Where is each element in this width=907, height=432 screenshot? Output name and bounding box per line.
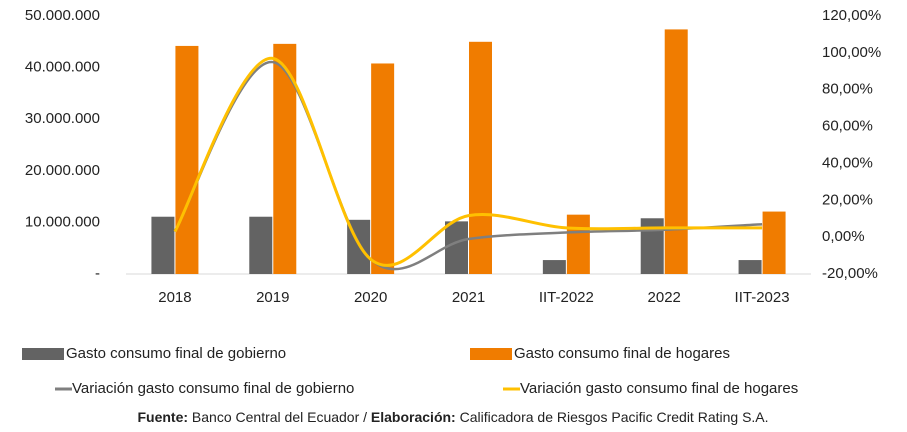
bar [151,216,175,274]
x-tick-label: 2018 [158,289,191,306]
bar [175,45,199,274]
bar [738,260,762,274]
x-tick-label: 2020 [354,289,387,306]
bar [445,221,468,274]
x-tick-label: 2022 [648,289,681,306]
y2-tick-label: 100,00% [822,44,881,61]
source-text: Banco Central del Ecuador / [188,409,371,425]
y-tick-label: - [95,265,100,282]
y-tick-label: 10.000.000 [25,213,100,230]
y2-tick-label: 40,00% [822,154,873,171]
y-tick-label: 50.000.000 [25,7,100,24]
x-tick-label: 2019 [256,289,289,306]
source-text: Calificadora de Riesgos Pacific Credit R… [456,409,769,425]
legend-label: Variación gasto consumo final de gobiern… [72,380,354,397]
legend-label: Variación gasto consumo final de hogares [520,380,798,397]
x-tick-label: 2021 [452,289,485,306]
bar [566,214,590,274]
bar [249,216,273,274]
bar [542,260,566,274]
bar [640,218,664,274]
bar [762,211,786,274]
y2-tick-label: 120,00% [822,7,881,24]
y2-tick-label: 80,00% [822,81,873,98]
bar [371,63,395,274]
y-tick-label: 20.000.000 [25,162,100,179]
y2-tick-label: 60,00% [822,118,873,135]
y2-tick-label: 20,00% [822,191,873,208]
x-tick-label: IIT-2022 [539,289,594,306]
legend-label: Gasto consumo final de hogares [514,345,730,362]
line [173,56,763,267]
y-tick-label: 40.000.000 [25,59,100,76]
bar [664,29,688,274]
source: Fuente: Banco Central del Ecuador / Elab… [137,409,768,425]
source-label: Elaboración: [371,409,456,425]
legend-swatch [470,348,512,360]
y2-tick-label: -20,00% [822,265,878,282]
legend-swatch [22,348,64,360]
bar [273,43,297,274]
legend-label: Gasto consumo final de gobierno [66,345,286,362]
y2-tick-label: 0,00% [822,228,865,245]
x-tick-label: IIT-2023 [735,289,790,306]
line [173,60,763,271]
source-label: Fuente: [137,409,188,425]
y-tick-label: 30.000.000 [25,110,100,127]
